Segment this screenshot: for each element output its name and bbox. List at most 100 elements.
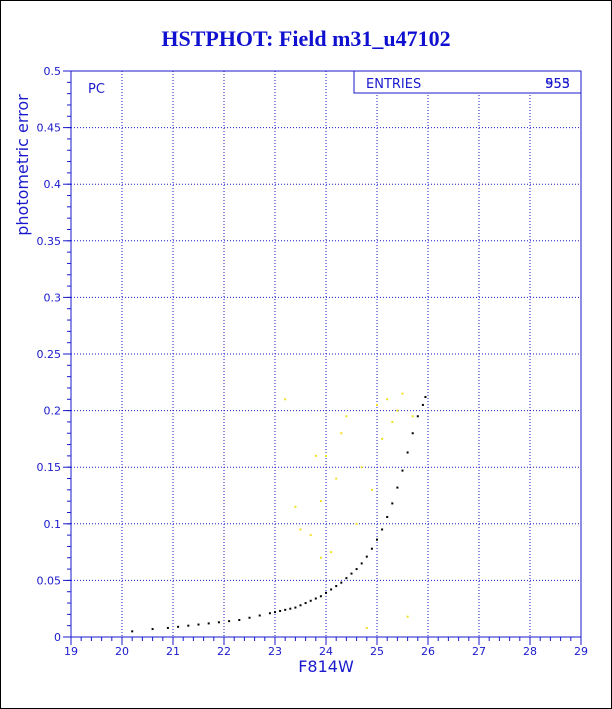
yellow-data-point: [325, 454, 327, 457]
black-data-point: [279, 609, 282, 612]
y-tick-label: 0.2: [44, 405, 62, 418]
y-tick-label: 0.3: [44, 291, 62, 304]
black-data-point: [386, 516, 389, 519]
yellow-data-point: [319, 556, 322, 559]
black-data-point: [396, 486, 399, 489]
black-data-point: [289, 607, 292, 610]
black-data-point: [406, 451, 409, 454]
black-data-point: [355, 568, 358, 571]
black-data-point: [416, 415, 419, 418]
black-data-point: [350, 572, 353, 575]
black-data-point: [248, 616, 251, 619]
black-data-point: [421, 403, 424, 406]
yellow-data-point: [340, 432, 343, 435]
black-data-point: [411, 432, 414, 435]
y-tick-label: 0.1: [44, 518, 62, 531]
black-data-point: [238, 619, 241, 622]
black-data-point: [187, 624, 190, 627]
black-data-point: [325, 591, 327, 594]
stats-label: ENTRIES: [366, 77, 421, 92]
yellow-data-point: [330, 551, 333, 554]
x-tick-label: 19: [64, 645, 78, 658]
yellow-data-point: [355, 522, 358, 525]
black-data-point: [197, 623, 200, 626]
black-data-point: [217, 621, 220, 624]
black-data-point: [401, 469, 404, 472]
x-tick-label: 27: [472, 645, 486, 658]
yellow-data-point: [386, 398, 389, 401]
x-tick-label: 23: [268, 645, 282, 658]
black-data-point: [309, 599, 312, 602]
black-data-point: [228, 620, 231, 623]
black-data-point: [151, 628, 154, 631]
black-data-point: [381, 528, 384, 531]
black-data-point: [330, 588, 333, 591]
black-data-point: [424, 396, 427, 399]
black-data-point: [207, 622, 210, 625]
black-data-point: [284, 608, 287, 611]
yellow-data-point: [314, 454, 317, 457]
yellow-data-point: [376, 403, 378, 406]
black-data-point: [340, 581, 343, 584]
stats-box: [353, 70, 582, 94]
black-data-point: [268, 612, 271, 615]
chart-title: HSTPHOT: Field m31_u47102: [161, 26, 451, 51]
black-data-point: [274, 611, 276, 614]
x-tick-label: 21: [166, 645, 180, 658]
x-tick-label: 24: [319, 645, 333, 658]
y-tick-label: 0.5: [44, 65, 62, 78]
x-axis-label: F814W: [298, 657, 354, 676]
y-tick-label: 0.4: [44, 178, 62, 191]
grid-lines: [71, 71, 581, 637]
x-tick-label: 28: [523, 645, 537, 658]
yellow-data-point: [309, 534, 312, 537]
black-data-point: [299, 604, 302, 607]
y-axis-label: photometric error: [13, 94, 32, 236]
y-tick-label: 0: [54, 631, 61, 644]
x-tick-label: 22: [217, 645, 231, 658]
black-data-point: [335, 585, 338, 588]
black-data-point: [177, 625, 180, 628]
yellow-data-point: [411, 415, 414, 418]
y-tick-label: 0.25: [37, 348, 62, 361]
x-tick-labels: 19 20 21 22 23 24 25 26 27 28 29: [64, 645, 588, 658]
yellow-data-point: [299, 528, 302, 531]
data-points: [131, 392, 427, 633]
y-tick-label: 0.05: [37, 574, 62, 587]
black-data-point: [294, 606, 297, 609]
yellow-data-point: [396, 409, 399, 412]
yellow-data-point: [391, 420, 394, 423]
yellow-data-point: [401, 392, 404, 395]
black-data-point: [370, 547, 373, 550]
panel-label: PC: [88, 82, 105, 97]
yellow-data-point: [345, 415, 348, 418]
axis-ticks: [63, 70, 582, 645]
x-tick-label: 25: [370, 645, 384, 658]
black-data-point: [166, 626, 169, 629]
black-data-point: [360, 562, 363, 565]
y-tick-label: 0.15: [37, 461, 62, 474]
black-data-point: [365, 555, 368, 558]
black-data-point: [345, 577, 348, 580]
yellow-data-point: [365, 626, 368, 629]
black-data-point: [131, 630, 134, 633]
yellow-data-point: [319, 500, 322, 503]
yellow-data-point: [335, 477, 338, 480]
black-data-point: [391, 502, 394, 505]
stats-value-1: 955: [545, 77, 570, 92]
y-tick-labels: 0 0.05 0.1 0.15 0.2 0.25 0.3 0.35 0.4 0.45 0.5: [37, 65, 62, 644]
stats-value-2: 553: [545, 77, 570, 92]
x-tick-label: 26: [421, 645, 435, 658]
x-tick-label: 20: [115, 645, 129, 658]
black-data-point: [376, 538, 378, 541]
black-data-point: [258, 614, 261, 617]
black-data-point: [319, 595, 322, 598]
black-data-point: [314, 597, 317, 600]
y-tick-label: 0.35: [37, 235, 62, 248]
yellow-data-point: [406, 615, 409, 618]
y-tick-label: 0.45: [37, 122, 62, 135]
yellow-data-point: [381, 437, 384, 440]
yellow-data-point: [284, 398, 287, 401]
black-data-point: [304, 602, 307, 605]
